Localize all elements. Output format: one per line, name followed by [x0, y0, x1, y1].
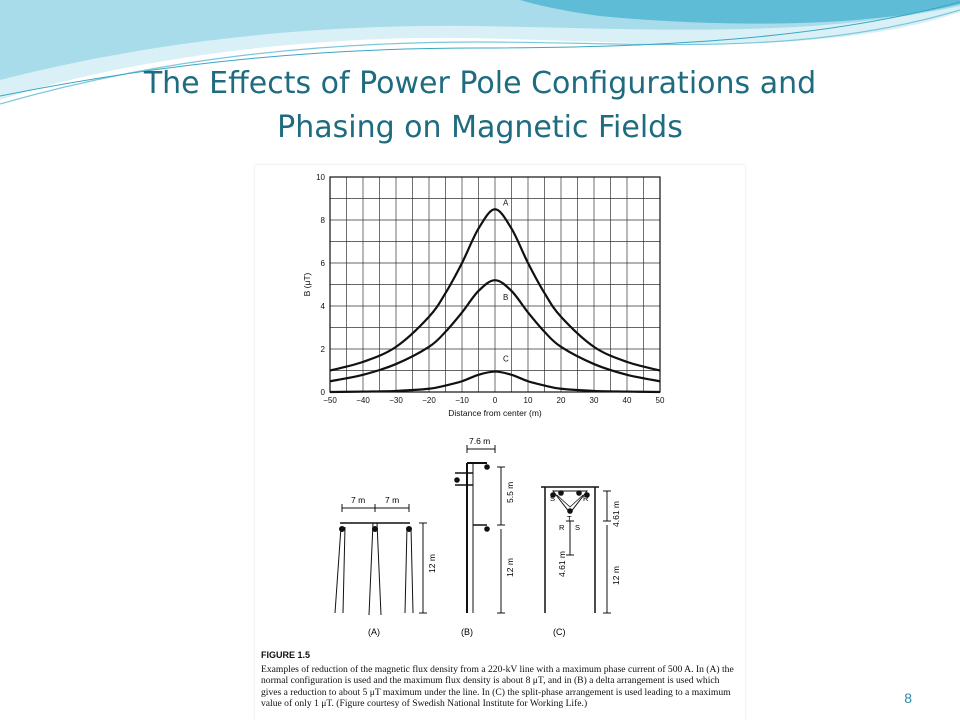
tower-b-height: 12 m — [505, 558, 515, 577]
y-tick-label: 2 — [321, 345, 326, 354]
slide-title: The Effects of Power Pole Configurations… — [40, 62, 920, 150]
slide-title-line-1: The Effects of Power Pole Configurations… — [143, 66, 817, 101]
chart-labels: −50 −40 −30 −20 −10 0 10 20 30 40 50 0 2 4 6 8 10 Distanc… — [302, 173, 665, 418]
header-wave-decoration — [0, 0, 960, 105]
tower-b-label: (B) — [461, 627, 473, 637]
tower-c — [541, 486, 611, 614]
tower-b-top-width: 7.6 m — [469, 436, 490, 446]
y-tick-label: 8 — [321, 216, 326, 225]
x-tick-label: 40 — [623, 396, 632, 405]
x-tick-label: −10 — [455, 396, 469, 405]
figure-panel: −50 −40 −30 −20 −10 0 10 20 30 40 50 0 2 4 6 8 10 Distanc… — [255, 165, 745, 720]
tower-a-spacing-right: 7 m — [385, 495, 399, 505]
x-tick-label: −40 — [356, 396, 370, 405]
slide-title-line-2: Phasing on Magnetic Fields — [277, 110, 683, 145]
tower-configurations-diagram: 7 m 7 m 12 m (A) 7.6 m 5.5 m 12 m (B) — [334, 436, 621, 637]
tower-c-phase-3: T — [567, 514, 572, 523]
x-axis-label: Distance from center (m) — [448, 408, 542, 418]
x-tick-label: 50 — [656, 396, 665, 405]
tower-a — [334, 504, 427, 616]
tower-c-phase-5: S — [575, 523, 580, 532]
y-tick-label: 0 — [321, 388, 326, 397]
tower-c-label: (C) — [553, 627, 566, 637]
y-tick-label: 6 — [321, 259, 326, 268]
tower-c-lower-gap: 4.61 m — [557, 551, 567, 577]
series-line-c — [329, 370, 661, 394]
tower-b-upper-gap: 5.5 m — [505, 482, 515, 503]
y-tick-label: 10 — [316, 173, 325, 182]
magnetic-field-chart: −50 −40 −30 −20 −10 0 10 20 30 40 50 0 2 4 6 8 10 Distanc… — [302, 173, 665, 418]
figure-caption-heading: FIGURE 1.5 — [261, 650, 311, 660]
tower-a-spacing-left: 7 m — [351, 495, 365, 505]
series-line-a — [329, 208, 661, 372]
tower-a-label: (A) — [368, 627, 380, 637]
tower-b — [454, 445, 505, 614]
tower-c-upper-gap: 4.61 m — [611, 501, 621, 527]
series-line-b — [329, 279, 661, 383]
x-tick-label: −50 — [323, 396, 337, 405]
tower-a-height: 12 m — [427, 554, 437, 573]
series-label-a: A — [503, 198, 509, 207]
x-tick-label: 0 — [493, 396, 498, 405]
tower-c-phase-1: S — [550, 494, 555, 503]
x-tick-label: −30 — [389, 396, 403, 405]
page-number: 8 — [904, 690, 912, 706]
y-axis-label: B (μT) — [302, 272, 312, 296]
tower-c-phase-2: R — [583, 494, 589, 503]
x-tick-label: 30 — [590, 396, 599, 405]
series-label-b: B — [503, 293, 508, 302]
x-tick-label: 20 — [557, 396, 566, 405]
y-tick-label: 4 — [321, 302, 326, 311]
series-label-c: C — [503, 355, 509, 364]
chart-lines — [329, 208, 661, 394]
x-tick-label: 10 — [524, 396, 533, 405]
figure-caption-text: Examples of reduction of the magnetic fl… — [261, 663, 734, 710]
x-tick-label: −20 — [422, 396, 436, 405]
chart-axes — [329, 176, 661, 393]
tower-c-height: 12 m — [611, 566, 621, 585]
chart-frame — [329, 176, 661, 393]
tower-c-phase-4: R — [559, 523, 565, 532]
figure-caption: FIGURE 1.5 Examples of reduction of the … — [261, 650, 739, 710]
